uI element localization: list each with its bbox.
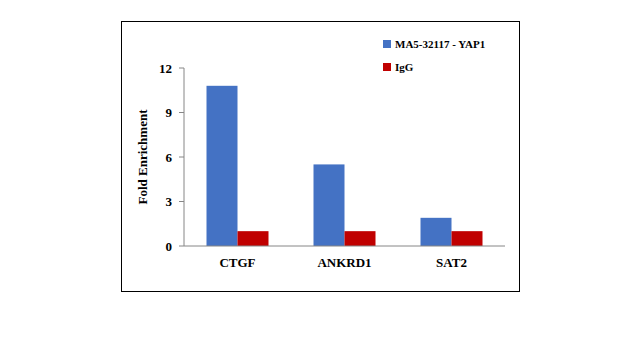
bar <box>452 231 483 246</box>
legend-swatch <box>383 40 391 48</box>
y-tick <box>179 112 184 113</box>
bars <box>207 86 483 246</box>
y-tick <box>179 246 184 247</box>
chart: 0 3 6 9 12 CTGF ANKRD1 SAT2 Fold Enrichment MA5-3… <box>0 0 635 343</box>
x-tick-label: CTGF <box>219 255 255 270</box>
y-tick-label: 9 <box>166 105 173 120</box>
y-tick <box>179 157 184 158</box>
y-axis-title: Fold Enrichment <box>135 109 150 205</box>
x-tick-label: ANKRD1 <box>317 255 371 270</box>
chart-root: 0 3 6 9 12 CTGF ANKRD1 SAT2 Fold Enrichment MA5-3… <box>0 0 635 343</box>
legend-label: IgG <box>395 61 414 73</box>
x-tick-label: SAT2 <box>436 255 467 270</box>
y-tick-label: 6 <box>166 150 173 165</box>
bar <box>238 231 269 246</box>
bar <box>314 164 345 246</box>
y-tick <box>179 68 184 69</box>
legend: MA5-32117 - YAP1 IgG <box>383 38 485 73</box>
bar <box>207 86 238 246</box>
bar <box>345 231 376 246</box>
frame <box>122 22 520 292</box>
y-tick <box>179 201 184 202</box>
y-tick-label: 3 <box>166 194 173 209</box>
y-tick-label: 12 <box>159 61 172 76</box>
y-tick-label: 0 <box>166 239 173 254</box>
x-axis <box>184 246 505 247</box>
legend-label: MA5-32117 - YAP1 <box>395 38 485 50</box>
legend-swatch <box>383 63 391 71</box>
bar <box>421 218 452 246</box>
